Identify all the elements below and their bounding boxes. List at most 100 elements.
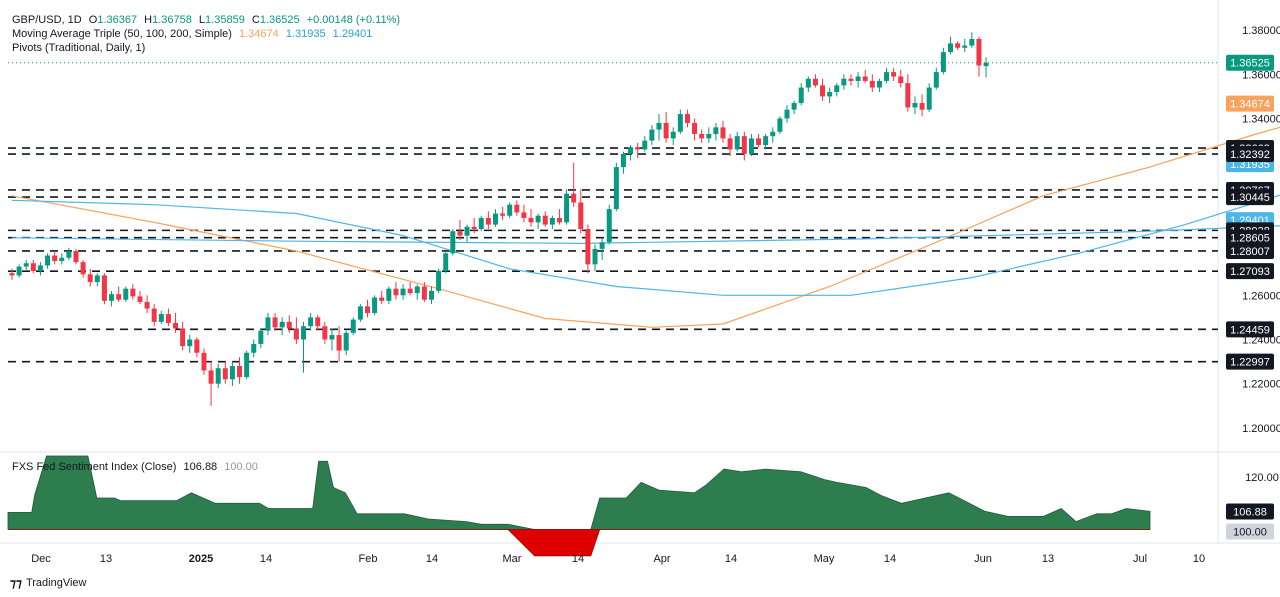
candle-body xyxy=(386,288,392,301)
price-tick-label: 1.22000 xyxy=(1242,379,1280,391)
candle-body xyxy=(891,72,897,77)
candle xyxy=(933,67,939,90)
candle xyxy=(798,83,804,106)
candle-body xyxy=(16,266,22,276)
candle xyxy=(940,47,946,75)
candle-body xyxy=(400,288,406,296)
candle xyxy=(656,114,662,141)
candle-body xyxy=(620,153,626,168)
candle-body xyxy=(123,288,129,300)
candle xyxy=(727,133,733,157)
candle-body xyxy=(734,136,740,150)
candle-body xyxy=(948,43,954,53)
tradingview-wordmark: TradingView xyxy=(25,577,87,589)
candle-body xyxy=(393,288,399,296)
candle xyxy=(16,264,22,278)
candle-body xyxy=(59,257,65,262)
candle-body xyxy=(443,253,449,271)
candle-body xyxy=(770,131,776,137)
candle-body xyxy=(357,306,363,320)
candle-body xyxy=(151,308,157,322)
candle xyxy=(379,290,385,305)
candle-body xyxy=(884,72,890,81)
candle xyxy=(613,162,619,212)
sentiment-legend: FXS Fed Sentiment Index (Close) 106.88 1… xyxy=(12,460,262,474)
candle xyxy=(478,215,484,232)
candle xyxy=(905,74,911,112)
candle xyxy=(471,217,477,234)
time-tick-label: 2025 xyxy=(189,553,213,565)
candle-body xyxy=(158,314,164,322)
candle-body xyxy=(763,136,769,146)
candle xyxy=(748,133,754,157)
candle xyxy=(386,286,392,305)
candle-body xyxy=(940,52,946,73)
candle xyxy=(898,69,904,88)
candle-body xyxy=(976,38,982,66)
candle xyxy=(443,251,449,274)
candle-body xyxy=(421,286,427,300)
sentiment-tick-label: 120.00 xyxy=(1245,472,1279,484)
time-tick-label: Apr xyxy=(653,553,670,565)
candle-body xyxy=(66,251,72,258)
candle-body xyxy=(805,78,811,88)
candle xyxy=(165,308,171,327)
tradingview-logo[interactable]: ⁊⁊ TradingView xyxy=(10,576,86,590)
candle-body xyxy=(293,328,299,340)
last-price-badge: 1.36525 xyxy=(1226,54,1274,71)
candle-body xyxy=(94,275,100,283)
open-label: O1.36367 xyxy=(88,14,138,26)
candle-body xyxy=(876,80,882,88)
candle xyxy=(180,321,186,351)
candle-body xyxy=(933,72,939,88)
candle-body xyxy=(827,91,833,97)
candle xyxy=(222,361,228,384)
badge-text: 1.24459 xyxy=(1230,324,1270,336)
candle xyxy=(734,131,740,152)
candle-body xyxy=(372,297,378,313)
badge-text: 1.27093 xyxy=(1230,266,1270,278)
candle xyxy=(684,109,690,128)
candle-body xyxy=(699,133,705,139)
candle-body xyxy=(52,255,58,262)
candle-body xyxy=(450,231,456,254)
candle xyxy=(293,317,299,344)
time-tick-label: Feb xyxy=(359,553,378,565)
pivot-badge: 1.28007 xyxy=(1226,242,1274,259)
candle xyxy=(464,224,470,243)
badge-text: 1.22997 xyxy=(1230,357,1270,369)
candle xyxy=(237,357,243,384)
candle-body xyxy=(613,167,619,210)
candle xyxy=(599,237,605,260)
candle-body xyxy=(521,212,527,218)
candle-body xyxy=(492,213,498,225)
candle-body xyxy=(471,226,477,229)
candle xyxy=(244,350,250,380)
candle-body xyxy=(919,103,925,110)
candle-body xyxy=(969,38,975,46)
sentiment-negative-area xyxy=(8,529,1150,557)
candle xyxy=(194,337,200,358)
ma-line-ma50 xyxy=(11,126,1280,328)
candle xyxy=(130,284,136,300)
candle-body xyxy=(343,332,349,351)
ma-title: Moving Average Triple (50, 100, 200, Sim… xyxy=(12,28,232,40)
candle xyxy=(229,361,235,386)
candle xyxy=(173,312,179,333)
candle xyxy=(642,136,648,152)
candle-body xyxy=(748,138,754,154)
price-tick-label: 1.34000 xyxy=(1242,114,1280,126)
candle-body xyxy=(37,265,43,271)
candle xyxy=(969,32,975,48)
candle-body xyxy=(592,248,598,265)
candle-body xyxy=(116,294,122,300)
candle xyxy=(123,286,129,302)
candle xyxy=(45,253,51,269)
time-tick-label: 13 xyxy=(1042,553,1054,565)
candle xyxy=(812,74,818,88)
candle xyxy=(109,290,115,307)
candle-body xyxy=(741,136,747,154)
candle xyxy=(841,74,847,90)
candle-body xyxy=(777,118,783,132)
candle-body xyxy=(727,138,733,150)
